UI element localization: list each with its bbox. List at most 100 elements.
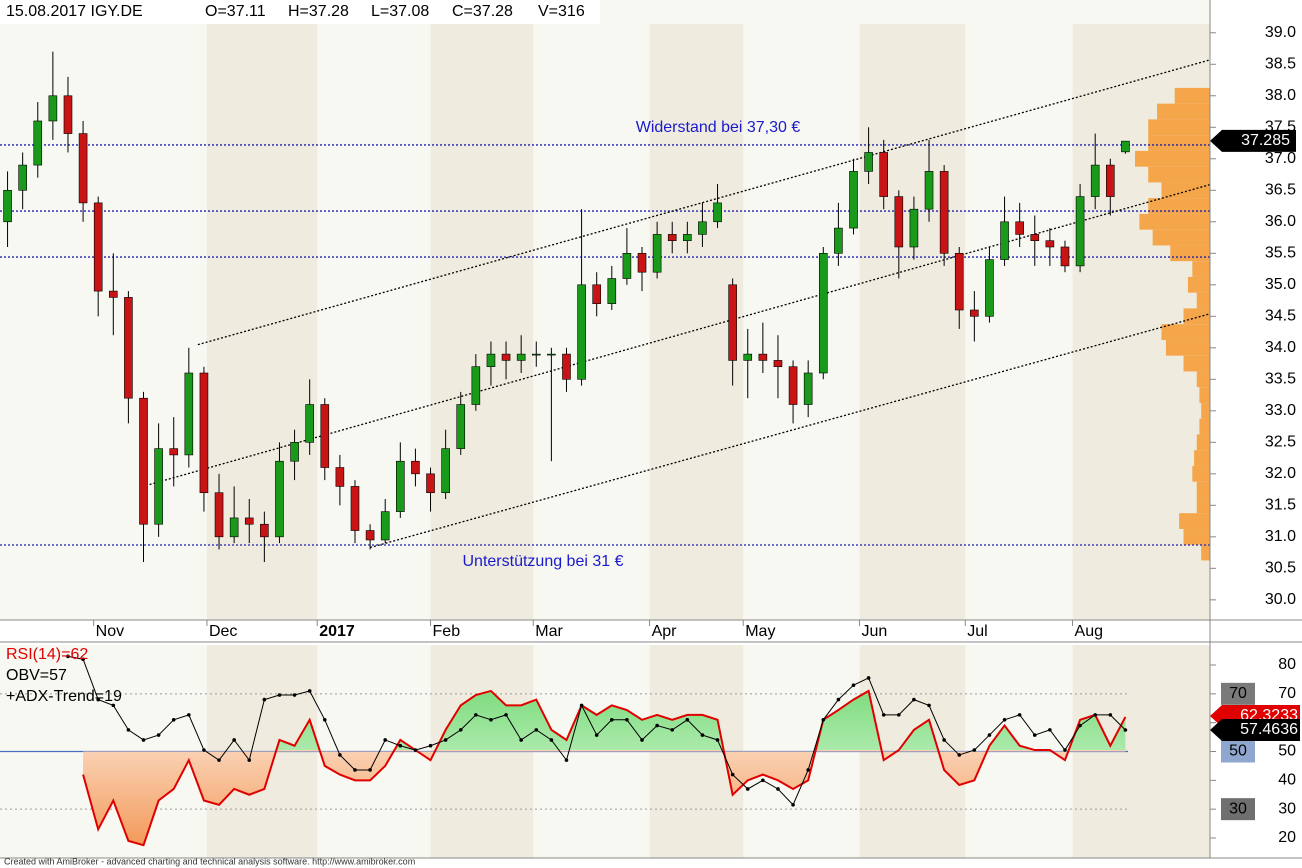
series-point [1032,733,1037,737]
y-tick-label: 40 [1278,772,1296,789]
candle-body [169,448,179,456]
candle-body [1121,140,1130,153]
candle-body [1090,164,1100,197]
volume-profile-bar [1183,528,1210,545]
candle-body [320,404,330,468]
volume-profile-bar [1199,418,1210,435]
candle-body [622,252,632,279]
candle-body [698,221,707,235]
candle-body [728,284,737,361]
y-tick-label: 32.5 [1265,434,1296,451]
y-tick-label: 34.0 [1265,339,1296,356]
candle-body [139,397,148,525]
series-point [1108,713,1113,717]
candle-body [864,152,873,172]
series-point [338,753,342,757]
series-point [458,728,463,732]
candle-body [1015,221,1024,235]
volume-profile-bar [1192,465,1210,482]
level-box [1221,798,1255,821]
x-tick-label: Aug [1075,623,1103,640]
series-point [791,803,795,807]
series-point [866,676,871,680]
candle-body [244,517,254,525]
y-tick-label: 32.0 [1265,465,1296,482]
candle-body [1000,221,1009,260]
series-point [156,733,161,737]
volume-profile-bar [1196,371,1210,388]
series-point [625,717,629,722]
series-point [489,717,493,722]
volume-profile-bar [1201,402,1210,419]
candle-body [48,95,58,122]
candle-body [667,234,677,241]
month-band [206,24,318,620]
candle-body [652,234,662,273]
candle-body [1105,164,1115,197]
series-point [126,728,131,732]
y-tick-label: 38.0 [1265,87,1296,104]
candle-body [441,448,450,494]
candle-body [1060,246,1070,267]
candle-body [260,523,269,538]
volume-profile-bar [1152,229,1210,246]
candle-body [33,120,43,166]
candle-body [335,467,345,487]
candle-body [3,189,12,223]
volume-profile-bar [1157,103,1210,120]
footer: Created with AmiBroker - advanced charti… [4,856,415,866]
series-point [413,748,418,752]
candle-body [199,372,209,494]
series-point [670,728,675,732]
volume-profile-bar [1187,276,1210,293]
volume-profile-bar [1148,166,1210,183]
candle-body [456,404,466,449]
series-point [715,738,720,742]
series-point [761,778,765,783]
annotation: Unterstützung bei 31 € [463,553,624,570]
trend-line [197,59,1211,346]
volume-profile-bar [1183,355,1210,372]
price-tag-label: 37.285 [1241,132,1290,149]
series-point [247,758,252,762]
series-point [1078,723,1082,728]
x-tick-label: Mar [535,623,563,640]
volume-profile-bar [1192,261,1210,277]
header-symbol: 15.08.2017 IGY.DE [6,3,143,20]
series-point [443,738,448,742]
series-point [972,748,977,752]
candle-body [305,404,314,443]
y-tick-label: 31.5 [1265,497,1296,514]
candle-body [396,460,405,512]
level-label: 70 [1229,685,1247,702]
x-tick-label: 2017 [319,623,355,640]
series-point [685,717,690,722]
y-tick-label: 20 [1278,829,1296,846]
candle-body [909,208,919,248]
y-tick-label: 35.5 [1265,245,1296,262]
series-point [1002,717,1007,722]
series-point [81,657,85,662]
value-tag [1210,718,1300,741]
candle-body [154,448,163,525]
candle-body [547,353,556,356]
series-line [82,689,1127,847]
series-point [942,738,946,742]
header-open: O=37.11 [205,3,266,20]
volume-profile-bar [1148,135,1210,151]
candle-body [592,284,601,304]
volume-profile-bar [1165,339,1210,356]
candle-body [970,309,979,317]
price-tag [1210,129,1296,152]
volume-profile-bar [1196,497,1210,514]
series-point [897,713,901,717]
x-tick-label: Feb [433,623,461,640]
series-point [700,733,705,737]
candle-body [275,460,284,538]
y-tick-label: 38.5 [1265,55,1296,72]
y-tick-label: 50 [1278,743,1296,760]
candle-body [214,492,224,538]
month-band [649,24,744,620]
series-point [307,689,312,693]
volume-profile-bar [1139,213,1210,230]
